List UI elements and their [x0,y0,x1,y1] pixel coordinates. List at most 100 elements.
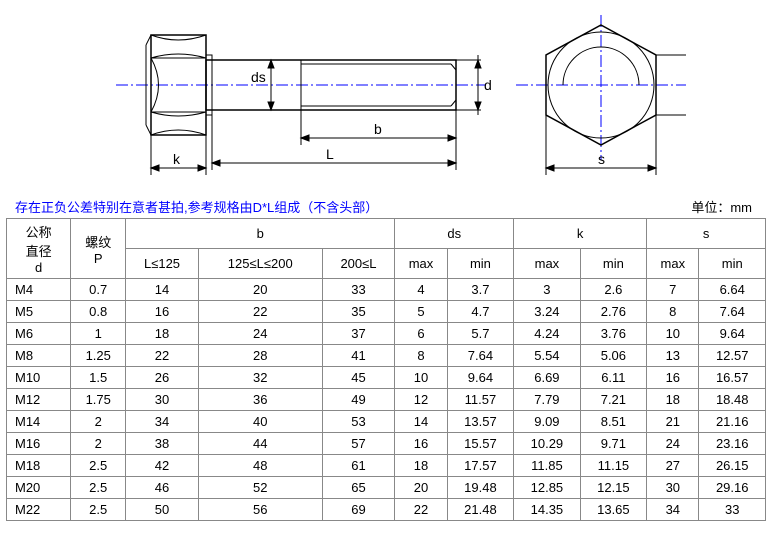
cell-b3: 37 [322,323,395,345]
cell-dsmax: 22 [395,499,447,521]
cell-d: M20 [7,477,71,499]
cell-smin: 33 [699,499,766,521]
table-row: M121.753036491211.577.797.211818.48 [7,389,766,411]
cell-dsmin: 21.48 [447,499,513,521]
cell-b3: 45 [322,367,395,389]
cell-b2: 52 [198,477,322,499]
table-row: M222.55056692221.4814.3513.653433 [7,499,766,521]
cell-kmax: 9.09 [514,411,580,433]
cell-kmax: 11.85 [514,455,580,477]
cell-p: 2.5 [71,455,126,477]
cell-kmax: 5.54 [514,345,580,367]
header-kmax: max [514,249,580,279]
cell-b2: 36 [198,389,322,411]
cell-p: 2.5 [71,477,126,499]
cell-p: 2 [71,433,126,455]
cell-b3: 69 [322,499,395,521]
cell-dsmax: 6 [395,323,447,345]
cell-dsmin: 17.57 [447,455,513,477]
cell-smin: 26.15 [699,455,766,477]
table-row: M6118243765.74.243.76109.64 [7,323,766,345]
cell-p: 1.25 [71,345,126,367]
cell-b2: 40 [198,411,322,433]
cell-b1: 38 [126,433,199,455]
header-dsmin: min [447,249,513,279]
cell-smin: 7.64 [699,301,766,323]
header-d: 公称直径d [7,219,71,279]
cell-dsmin: 11.57 [447,389,513,411]
header-smax: max [647,249,699,279]
cell-p: 1.5 [71,367,126,389]
cell-d: M18 [7,455,71,477]
cell-kmin: 2.76 [580,301,646,323]
cell-kmax: 7.79 [514,389,580,411]
cell-b3: 57 [322,433,395,455]
cell-kmin: 5.06 [580,345,646,367]
cell-smax: 16 [647,367,699,389]
header-b2: 125≤L≤200 [198,249,322,279]
cell-b1: 22 [126,345,199,367]
cell-dsmax: 16 [395,433,447,455]
cell-smax: 30 [647,477,699,499]
cell-smax: 10 [647,323,699,345]
cell-p: 1 [71,323,126,345]
cell-b1: 16 [126,301,199,323]
header-kmin: min [580,249,646,279]
header-p: 螺纹P [71,219,126,279]
cell-dsmax: 4 [395,279,447,301]
cell-d: M5 [7,301,71,323]
cell-b2: 32 [198,367,322,389]
cell-b1: 46 [126,477,199,499]
cell-smax: 27 [647,455,699,477]
cell-kmax: 10.29 [514,433,580,455]
bolt-diagram: ds d b L k s [6,10,766,195]
cell-kmin: 3.76 [580,323,646,345]
cell-b2: 56 [198,499,322,521]
cell-kmax: 3 [514,279,580,301]
cell-dsmin: 13.57 [447,411,513,433]
header-ds: ds [395,219,514,249]
cell-smin: 9.64 [699,323,766,345]
cell-b3: 41 [322,345,395,367]
cell-smax: 7 [647,279,699,301]
cell-b1: 50 [126,499,199,521]
cell-d: M6 [7,323,71,345]
header-b1: L≤125 [126,249,199,279]
header-k: k [514,219,647,249]
cell-b2: 22 [198,301,322,323]
header-s: s [647,219,766,249]
cell-b1: 26 [126,367,199,389]
cell-p: 0.7 [71,279,126,301]
cell-smax: 18 [647,389,699,411]
cell-b3: 33 [322,279,395,301]
cell-smax: 13 [647,345,699,367]
cell-p: 0.8 [71,301,126,323]
label-b: b [374,121,382,137]
cell-p: 2.5 [71,499,126,521]
header-b: b [126,219,395,249]
cell-b2: 20 [198,279,322,301]
cell-dsmin: 15.57 [447,433,513,455]
table-row: M50.816223554.73.242.7687.64 [7,301,766,323]
cell-d: M14 [7,411,71,433]
cell-d: M12 [7,389,71,411]
cell-kmin: 12.15 [580,477,646,499]
table-row: M101.5263245109.646.696.111616.57 [7,367,766,389]
cell-kmin: 8.51 [580,411,646,433]
cell-kmin: 9.71 [580,433,646,455]
cell-dsmax: 10 [395,367,447,389]
cell-kmax: 3.24 [514,301,580,323]
cell-b3: 53 [322,411,395,433]
cell-d: M10 [7,367,71,389]
table-row: M81.2522284187.645.545.061312.57 [7,345,766,367]
cell-kmin: 11.15 [580,455,646,477]
cell-smax: 24 [647,433,699,455]
header-dsmax: max [395,249,447,279]
table-row: M202.54652652019.4812.8512.153029.16 [7,477,766,499]
table-row: M1623844571615.5710.299.712423.16 [7,433,766,455]
cell-b3: 61 [322,455,395,477]
cell-smin: 21.16 [699,411,766,433]
cell-kmax: 6.69 [514,367,580,389]
cell-kmin: 7.21 [580,389,646,411]
cell-b1: 18 [126,323,199,345]
